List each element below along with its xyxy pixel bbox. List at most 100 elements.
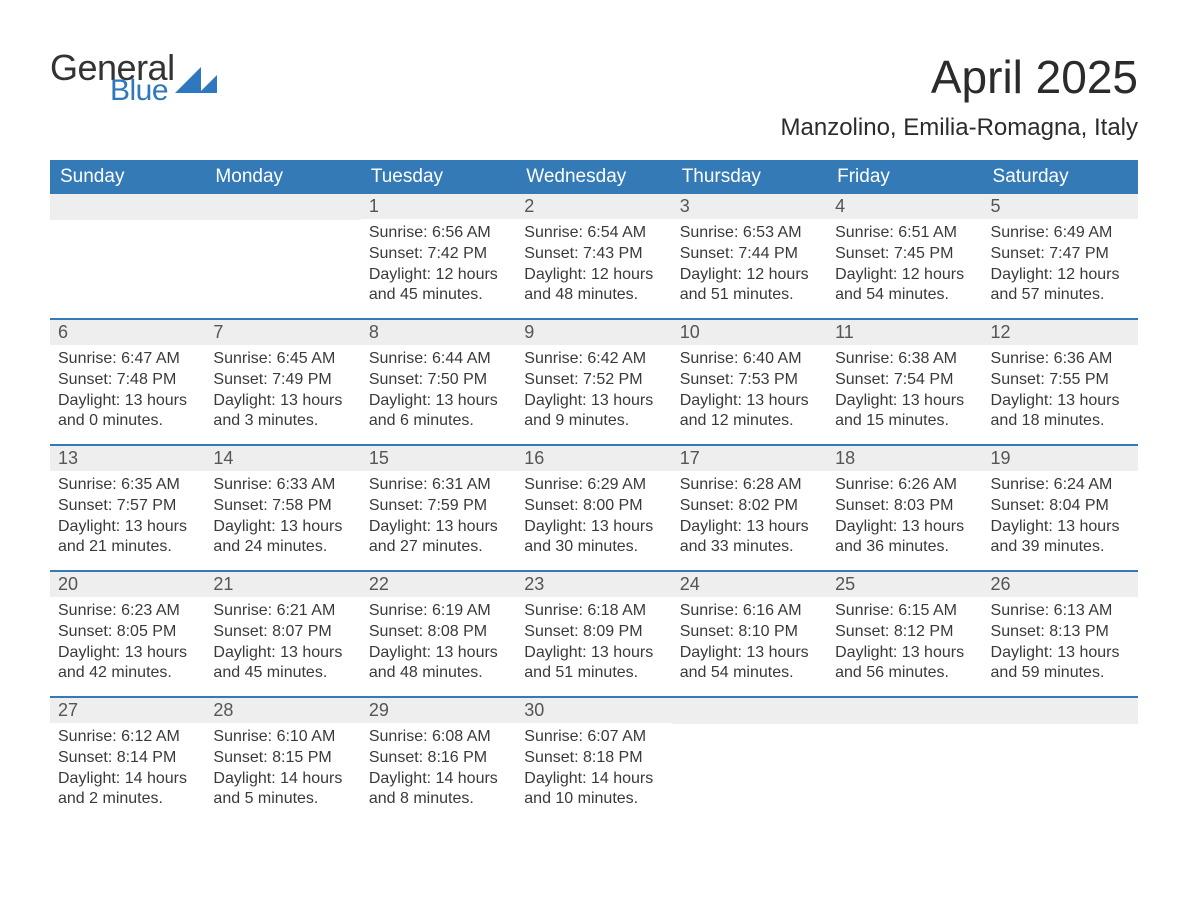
day-number: 3: [672, 194, 827, 219]
day-daylight1: Daylight: 13 hours: [524, 643, 663, 664]
day-body: Sunrise: 6:56 AMSunset: 7:42 PMDaylight:…: [361, 219, 516, 316]
calendar-day: 4Sunrise: 6:51 AMSunset: 7:45 PMDaylight…: [827, 194, 982, 318]
day-daylight2: and 27 minutes.: [369, 537, 508, 558]
day-sunset: Sunset: 8:05 PM: [58, 622, 197, 643]
calendar-day: 12Sunrise: 6:36 AMSunset: 7:55 PMDayligh…: [983, 320, 1138, 444]
day-body: Sunrise: 6:12 AMSunset: 8:14 PMDaylight:…: [50, 723, 205, 820]
day-daylight2: and 48 minutes.: [369, 663, 508, 684]
page-title: April 2025: [781, 50, 1138, 104]
day-body: Sunrise: 6:26 AMSunset: 8:03 PMDaylight:…: [827, 471, 982, 568]
day-daylight1: Daylight: 13 hours: [680, 643, 819, 664]
col-monday: Monday: [205, 160, 360, 194]
logo-sail-icon: [175, 67, 201, 93]
day-number: 23: [516, 572, 671, 597]
day-daylight2: and 30 minutes.: [524, 537, 663, 558]
day-body: Sunrise: 6:21 AMSunset: 8:07 PMDaylight:…: [205, 597, 360, 694]
calendar-week: 1Sunrise: 6:56 AMSunset: 7:42 PMDaylight…: [50, 194, 1138, 318]
day-body: Sunrise: 6:18 AMSunset: 8:09 PMDaylight:…: [516, 597, 671, 694]
day-daylight2: and 36 minutes.: [835, 537, 974, 558]
day-body: Sunrise: 6:15 AMSunset: 8:12 PMDaylight:…: [827, 597, 982, 694]
day-number: 13: [50, 446, 205, 471]
day-sunset: Sunset: 7:52 PM: [524, 370, 663, 391]
calendar-day: 26Sunrise: 6:13 AMSunset: 8:13 PMDayligh…: [983, 572, 1138, 696]
day-body: Sunrise: 6:23 AMSunset: 8:05 PMDaylight:…: [50, 597, 205, 694]
calendar-day: [827, 698, 982, 822]
day-daylight2: and 39 minutes.: [991, 537, 1130, 558]
calendar-day: 21Sunrise: 6:21 AMSunset: 8:07 PMDayligh…: [205, 572, 360, 696]
day-sunset: Sunset: 7:48 PM: [58, 370, 197, 391]
day-daylight1: Daylight: 14 hours: [58, 769, 197, 790]
day-sunset: Sunset: 7:49 PM: [213, 370, 352, 391]
day-sunset: Sunset: 7:58 PM: [213, 496, 352, 517]
day-daylight2: and 51 minutes.: [524, 663, 663, 684]
day-sunrise: Sunrise: 6:24 AM: [991, 475, 1130, 496]
day-sunrise: Sunrise: 6:16 AM: [680, 601, 819, 622]
day-sunset: Sunset: 7:45 PM: [835, 244, 974, 265]
day-number: 30: [516, 698, 671, 723]
calendar-day: 15Sunrise: 6:31 AMSunset: 7:59 PMDayligh…: [361, 446, 516, 570]
calendar-day: 25Sunrise: 6:15 AMSunset: 8:12 PMDayligh…: [827, 572, 982, 696]
day-daylight2: and 10 minutes.: [524, 789, 663, 810]
day-number: [672, 698, 827, 724]
day-number: 29: [361, 698, 516, 723]
day-sunrise: Sunrise: 6:56 AM: [369, 223, 508, 244]
day-body: Sunrise: 6:16 AMSunset: 8:10 PMDaylight:…: [672, 597, 827, 694]
day-daylight1: Daylight: 13 hours: [369, 517, 508, 538]
day-daylight1: Daylight: 13 hours: [369, 391, 508, 412]
day-daylight2: and 9 minutes.: [524, 411, 663, 432]
day-daylight2: and 54 minutes.: [680, 663, 819, 684]
day-sunrise: Sunrise: 6:12 AM: [58, 727, 197, 748]
day-sunrise: Sunrise: 6:15 AM: [835, 601, 974, 622]
day-number: 9: [516, 320, 671, 345]
day-sunset: Sunset: 8:02 PM: [680, 496, 819, 517]
day-sunset: Sunset: 8:16 PM: [369, 748, 508, 769]
day-body: Sunrise: 6:51 AMSunset: 7:45 PMDaylight:…: [827, 219, 982, 316]
calendar-day: 11Sunrise: 6:38 AMSunset: 7:54 PMDayligh…: [827, 320, 982, 444]
day-sunset: Sunset: 8:03 PM: [835, 496, 974, 517]
day-body: Sunrise: 6:33 AMSunset: 7:58 PMDaylight:…: [205, 471, 360, 568]
header-row: General Blue April 2025 Manzolino, Emili…: [50, 50, 1138, 142]
calendar-week: 20Sunrise: 6:23 AMSunset: 8:05 PMDayligh…: [50, 570, 1138, 696]
day-sunset: Sunset: 7:55 PM: [991, 370, 1130, 391]
day-sunrise: Sunrise: 6:29 AM: [524, 475, 663, 496]
day-number: 5: [983, 194, 1138, 219]
day-daylight2: and 54 minutes.: [835, 285, 974, 306]
calendar-week: 13Sunrise: 6:35 AMSunset: 7:57 PMDayligh…: [50, 444, 1138, 570]
day-number: 11: [827, 320, 982, 345]
day-body: Sunrise: 6:47 AMSunset: 7:48 PMDaylight:…: [50, 345, 205, 442]
day-sunset: Sunset: 8:09 PM: [524, 622, 663, 643]
logo: General Blue: [50, 50, 217, 106]
calendar-day: 2Sunrise: 6:54 AMSunset: 7:43 PMDaylight…: [516, 194, 671, 318]
day-daylight1: Daylight: 13 hours: [524, 391, 663, 412]
day-sunrise: Sunrise: 6:51 AM: [835, 223, 974, 244]
day-daylight1: Daylight: 13 hours: [369, 643, 508, 664]
day-sunrise: Sunrise: 6:40 AM: [680, 349, 819, 370]
day-daylight1: Daylight: 13 hours: [680, 517, 819, 538]
day-daylight2: and 48 minutes.: [524, 285, 663, 306]
day-daylight2: and 5 minutes.: [213, 789, 352, 810]
calendar-day: 7Sunrise: 6:45 AMSunset: 7:49 PMDaylight…: [205, 320, 360, 444]
day-daylight1: Daylight: 12 hours: [680, 265, 819, 286]
calendar-day: 10Sunrise: 6:40 AMSunset: 7:53 PMDayligh…: [672, 320, 827, 444]
calendar: Sunday Monday Tuesday Wednesday Thursday…: [50, 160, 1138, 822]
day-number: 27: [50, 698, 205, 723]
day-daylight1: Daylight: 13 hours: [213, 391, 352, 412]
calendar-week: 6Sunrise: 6:47 AMSunset: 7:48 PMDaylight…: [50, 318, 1138, 444]
day-sunrise: Sunrise: 6:35 AM: [58, 475, 197, 496]
day-sunrise: Sunrise: 6:38 AM: [835, 349, 974, 370]
day-number: 25: [827, 572, 982, 597]
day-number: 16: [516, 446, 671, 471]
day-sunset: Sunset: 7:47 PM: [991, 244, 1130, 265]
day-sunrise: Sunrise: 6:28 AM: [680, 475, 819, 496]
calendar-day: 23Sunrise: 6:18 AMSunset: 8:09 PMDayligh…: [516, 572, 671, 696]
day-daylight1: Daylight: 13 hours: [835, 517, 974, 538]
calendar-day: 29Sunrise: 6:08 AMSunset: 8:16 PMDayligh…: [361, 698, 516, 822]
calendar-day: 22Sunrise: 6:19 AMSunset: 8:08 PMDayligh…: [361, 572, 516, 696]
calendar-day: 30Sunrise: 6:07 AMSunset: 8:18 PMDayligh…: [516, 698, 671, 822]
day-body: Sunrise: 6:29 AMSunset: 8:00 PMDaylight:…: [516, 471, 671, 568]
day-sunrise: Sunrise: 6:18 AM: [524, 601, 663, 622]
day-daylight1: Daylight: 14 hours: [369, 769, 508, 790]
day-sunset: Sunset: 7:42 PM: [369, 244, 508, 265]
day-number: 22: [361, 572, 516, 597]
day-daylight2: and 8 minutes.: [369, 789, 508, 810]
